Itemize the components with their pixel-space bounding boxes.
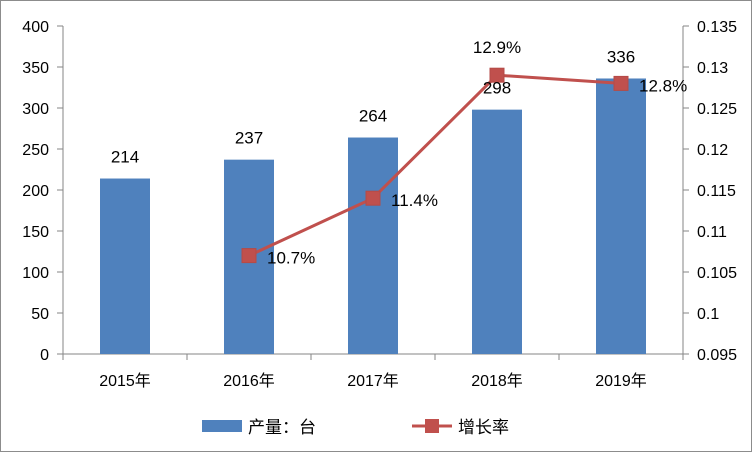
line-marker	[365, 190, 381, 206]
legend-swatch-marker	[425, 419, 439, 433]
left-axis-tick-label: 150	[22, 224, 49, 241]
legend-swatch-bar	[202, 420, 242, 432]
axes: 0 50 100 150 200 250 300 350 400 0.095 0.1 0.105 0.1…	[22, 19, 737, 390]
line-data-label: 12.8%	[639, 76, 687, 95]
left-axis-tick-label: 50	[31, 306, 49, 323]
right-axis-tick-label: 0.135	[697, 19, 737, 36]
data-labels: 214 237 264 298 336 10.7% 11.4% 12.9% 12.8%	[111, 38, 687, 267]
legend-label-line: 增长率	[458, 418, 509, 437]
x-axis-tick-label: 2017年	[347, 372, 399, 390]
line-data-label: 12.9%	[473, 38, 521, 57]
bar	[596, 78, 646, 354]
bar-data-label: 298	[483, 79, 511, 98]
line-marker	[613, 75, 629, 91]
right-axis-tick-label: 0.11	[697, 224, 727, 241]
right-axis-tick-label: 0.1	[697, 306, 719, 323]
line-series	[241, 67, 629, 264]
line-data-label: 11.4%	[391, 191, 438, 210]
bar-series	[100, 78, 646, 354]
legend: 产量：台 增长率	[202, 418, 509, 437]
right-axis-tick-label: 0.125	[697, 101, 737, 118]
left-axis-tick-label: 400	[22, 19, 49, 36]
bar	[100, 178, 150, 354]
bar-data-label: 264	[359, 107, 387, 126]
left-axis-tick-label: 350	[22, 60, 49, 77]
growth-line	[248, 73, 622, 257]
left-axis-tick-label: 300	[22, 101, 49, 118]
left-axis-tick-label: 100	[22, 265, 49, 282]
left-axis-tick-label: 200	[22, 183, 49, 200]
left-axis-tick-label: 250	[22, 142, 49, 159]
right-axis-tick-label: 0.115	[697, 183, 736, 200]
right-axis-tick-label: 0.13	[697, 60, 728, 77]
x-axis-tick-label: 2015年	[99, 372, 151, 390]
line-marker	[241, 248, 257, 264]
x-axis-tick-label: 2016年	[223, 372, 275, 390]
right-axis-tick-label: 0.12	[697, 142, 728, 159]
bar-data-label: 336	[607, 47, 635, 66]
line-data-label: 10.7%	[267, 249, 315, 268]
bar-data-label: 237	[235, 129, 263, 148]
x-axis-tick-label: 2019年	[595, 372, 647, 390]
bar	[348, 137, 398, 354]
bar-data-label: 214	[111, 148, 139, 167]
left-axis-tick-label: 0	[40, 347, 49, 364]
line-marker	[489, 67, 505, 83]
x-axis-tick-label: 2018年	[471, 372, 523, 390]
legend-label-bar: 产量：台	[248, 418, 316, 437]
right-axis-tick-label: 0.105	[697, 265, 737, 282]
bar	[472, 109, 522, 354]
right-axis-tick-label: 0.095	[697, 347, 737, 364]
